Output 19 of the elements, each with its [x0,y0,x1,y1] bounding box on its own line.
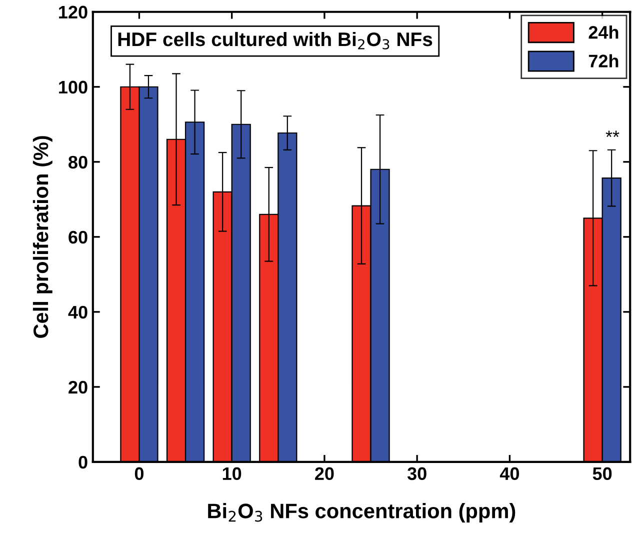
text: HDF cells cultured with Bi$_{2}$O$_{3}$ NFs [118,32,432,50]
y-tick-label: 40 [68,306,88,319]
x-tick-label: 30 [407,467,426,480]
y-tick-label: 60 [68,230,88,244]
x-axis-title: Bi$_{2}$O$_{3}$ NFs concentration (ppm) [208,503,516,522]
x-tick-label: 20 [315,467,334,480]
legend-label: 72h [588,54,618,68]
x-tick-label: 50 [592,467,612,480]
annotation: ** [606,130,620,138]
x-tick-label: 40 [500,467,519,480]
y-tick-label: 0 [78,456,88,469]
x-tick-label: 0 [134,467,144,480]
y-tick-label: 80 [68,156,88,169]
y-tick-label: 120 [59,6,88,19]
y-axis-title: Cell proliferation (%) [32,136,52,338]
y-tick-label: 20 [68,380,88,394]
legend-label: 24h [588,25,618,39]
x-tick-label: 10 [222,467,242,480]
y-tick-label: 100 [59,80,88,94]
